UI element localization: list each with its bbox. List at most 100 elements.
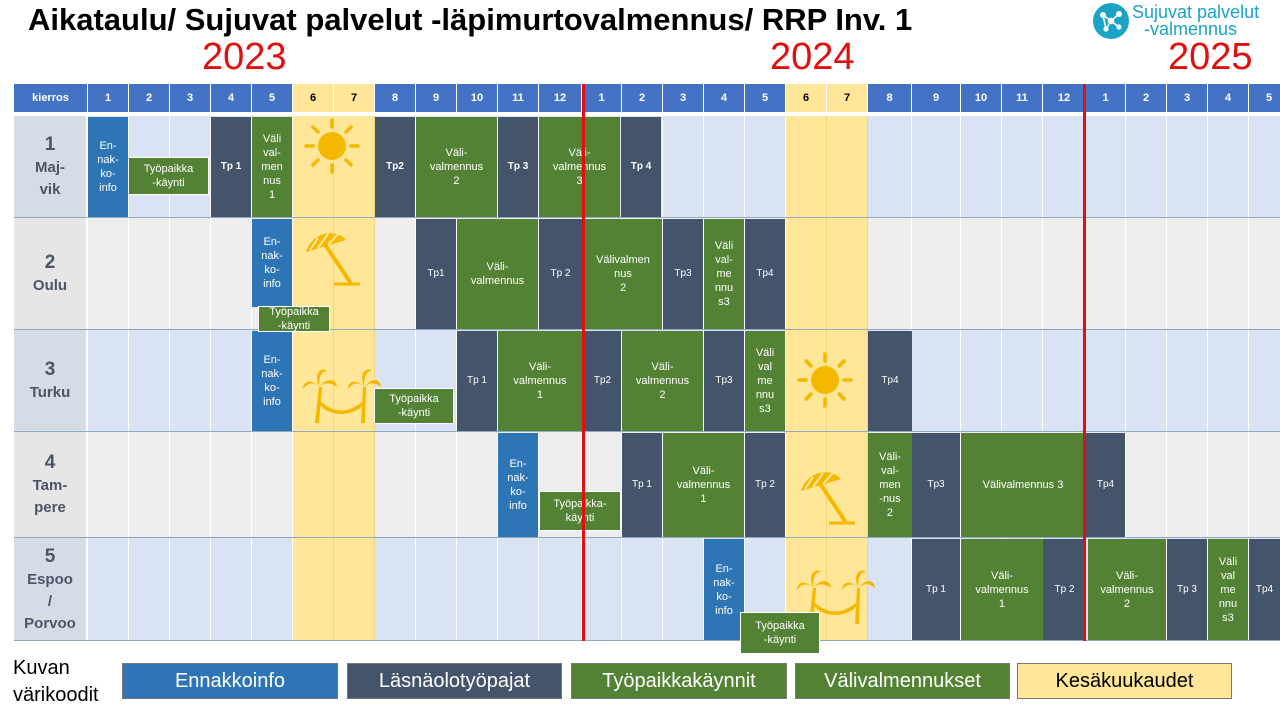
grid-cell [582, 538, 622, 641]
grid-cell [334, 116, 375, 218]
valivalmennus-block: Väli val me nnu s3 [745, 331, 785, 431]
header-month: 5 [1249, 84, 1280, 112]
grid-cell [211, 432, 252, 538]
row-label: 3 Turku [14, 330, 86, 432]
grid-cell [211, 538, 252, 641]
year-label-2025: 2025 [1168, 36, 1253, 78]
header-month: 1 [582, 84, 622, 112]
grid-cell [88, 218, 129, 330]
row-city: Turku [29, 384, 71, 401]
grid-cell [1208, 330, 1249, 432]
legend-title: Kuvan värikoodit [13, 657, 99, 706]
ennakkoinfo-block: En- nak- ko- info [252, 331, 292, 431]
row-number: 2 [44, 252, 56, 273]
valivalmennus-block: Väli- valmennus 3 [539, 117, 620, 217]
grid-cell [293, 538, 334, 641]
grid-cell [129, 538, 170, 641]
tyopaikkakaynti-block: Työpaikka -käynti [128, 157, 209, 195]
row-label: 5 Espoo / Porvoo [14, 538, 86, 641]
tyopaja-block: Tp3 [704, 331, 744, 431]
tyopaja-block: Tp 1 [211, 117, 251, 217]
tyopaja-block: Tp 2 [1043, 539, 1086, 640]
row-number: 3 [44, 359, 56, 380]
row-label: 2 Oulu [14, 218, 86, 330]
tyopaja-block: Tp 2 [539, 219, 582, 329]
header-month: 3 [170, 84, 211, 112]
valivalmennus-block: Välivalmen nus 2 [584, 219, 662, 329]
tyopaja-block: Tp 3 [498, 117, 538, 217]
grid-cell [1043, 218, 1086, 330]
grid-cell [1208, 116, 1249, 218]
tyopaja-block: Tp 4 [621, 117, 661, 217]
row-number: 4 [44, 452, 56, 473]
logo-line1: Sujuvat palvelut [1132, 2, 1260, 22]
grid-cell [375, 538, 416, 641]
grid-cell [961, 218, 1002, 330]
grid-cell [1249, 432, 1280, 538]
year-divider-line [582, 84, 585, 641]
valivalmennus-block: Väli- valmennus [457, 219, 538, 329]
row-divider [14, 217, 1280, 218]
header-month: 6 [293, 84, 334, 112]
tyopaja-block: Tp2 [375, 117, 415, 217]
header-month: 8 [375, 84, 416, 112]
sun-icon [795, 350, 855, 410]
header-month: 10 [457, 84, 498, 112]
grid-cell [912, 330, 961, 432]
row-number: 1 [44, 134, 56, 155]
header-month: 4 [211, 84, 252, 112]
grid-cell [961, 116, 1002, 218]
header-month: 4 [704, 84, 745, 112]
grid-cell [252, 538, 293, 641]
legend-item-summer: Kesäkuukaudet [1017, 663, 1232, 699]
header-month: 4 [1208, 84, 1249, 112]
grid-cell [1043, 116, 1086, 218]
row-divider [14, 329, 1280, 330]
tyopaja-block: Tp 1 [457, 331, 497, 431]
grid-cell [129, 218, 170, 330]
grid-cell [129, 330, 170, 432]
logo: Sujuvat palvelut -valmennus [1092, 2, 1262, 40]
grid-cell [129, 432, 170, 538]
valivalmennus-block: Välivalmennus 3 [961, 433, 1085, 537]
grid-cell [375, 218, 416, 330]
grid-cell [416, 432, 457, 538]
grid-cell [1086, 330, 1126, 432]
header-kierros-label: kierros [14, 84, 88, 112]
header-month: 11 [498, 84, 539, 112]
grid-cell [1002, 218, 1043, 330]
grid-cell [334, 330, 375, 432]
valivalmennus-block: Väli- val- men -nus 2 [868, 433, 912, 537]
grid-cell [1002, 330, 1043, 432]
header-month: 9 [416, 84, 457, 112]
tyopaja-block: Tp 1 [912, 539, 960, 640]
valivalmennus-block: Väli- valmennus 1 [961, 539, 1043, 640]
header-month: 2 [1126, 84, 1167, 112]
grid-cell [912, 116, 961, 218]
grid-cell [539, 538, 582, 641]
header-month: 3 [1167, 84, 1208, 112]
grid-cell [88, 432, 129, 538]
grid-cell [827, 218, 868, 330]
grid-cell [1167, 330, 1208, 432]
grid-cell [1126, 218, 1167, 330]
tyopaikkakaynti-block: Työpaikka -käynti [258, 306, 330, 332]
grid-cell [170, 330, 211, 432]
header-month: 1 [88, 84, 129, 112]
umbrella-icon [300, 226, 364, 290]
row-divider [14, 537, 1280, 538]
ennakkoinfo-block: En- nak- ko- info [704, 539, 744, 640]
grid-cell [88, 538, 129, 641]
grid-cell [457, 538, 498, 641]
grid-cell [786, 116, 827, 218]
legend-item-lasna: Läsnäolotyöpajat [347, 663, 562, 699]
header-month: 5 [252, 84, 293, 112]
logo-line2: -valmennus [1144, 19, 1238, 39]
grid-cell [1086, 218, 1126, 330]
header-month: 2 [622, 84, 663, 112]
grid-cell [88, 330, 129, 432]
grid-cell [868, 218, 912, 330]
header-month: 7 [827, 84, 868, 112]
valivalmennus-block: Väli- valmennus 2 [416, 117, 497, 217]
grid-cell [1126, 116, 1167, 218]
